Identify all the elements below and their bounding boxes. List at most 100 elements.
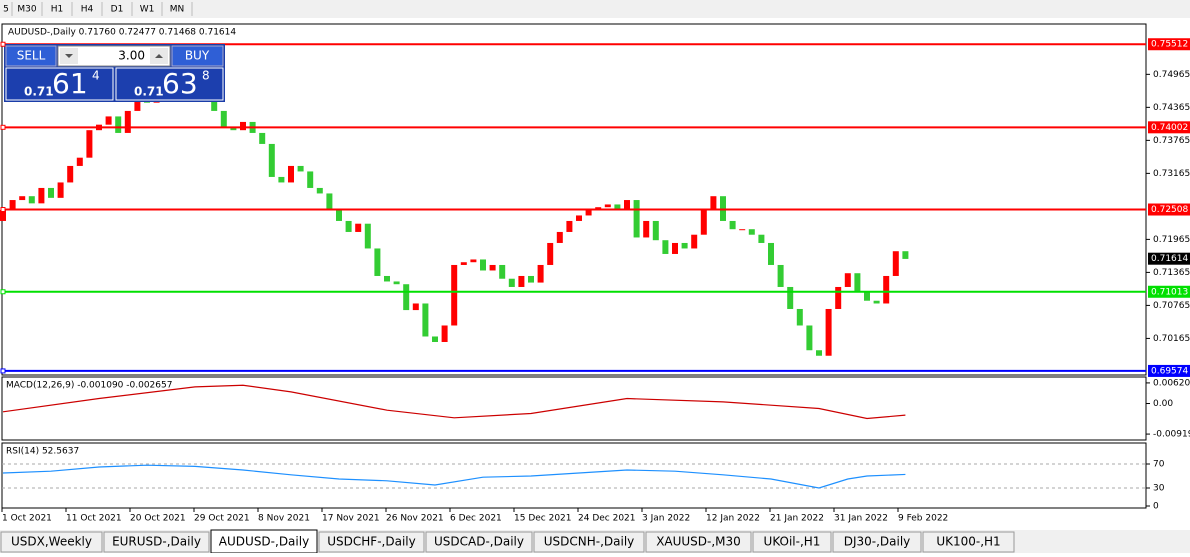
toolbar [0,0,1190,18]
tab-label[interactable]: UK100-,H1 [936,535,1000,549]
lot-input[interactable] [57,45,171,67]
level-marker [0,41,6,47]
level-marker [0,124,6,130]
candle [537,264,544,283]
tab[interactable] [318,531,425,553]
tab-label[interactable]: USDCNH-,Daily [544,535,635,549]
date-label: 24 Dec 2021 [578,514,636,524]
price-tick-label: 0.71965 [1153,235,1190,245]
candle [240,121,246,131]
candle [393,281,400,285]
level-marker [0,289,6,295]
timeframe-button[interactable]: W1 [140,5,155,15]
level-tag [1148,285,1190,298]
candle [278,176,285,183]
candle [412,303,419,311]
date-label: 29 Oct 2021 [194,514,250,524]
tab-label[interactable]: XAUUSD-,M30 [656,535,741,549]
tab-label[interactable]: UKOil-,H1 [764,535,821,549]
tab-label[interactable]: DJ30-,Daily [844,535,911,549]
candle [268,143,275,177]
current-price-tag [1148,252,1190,265]
tab-label[interactable]: AUDUSD-,Daily [219,535,309,549]
candle [124,110,131,133]
candle [518,275,525,287]
tab[interactable] [425,531,533,553]
candle [681,242,688,249]
candle [9,200,16,210]
tab[interactable] [752,531,832,553]
candle [480,259,486,271]
candle [576,215,582,221]
candle [758,234,765,243]
buy-label[interactable]: BUY [185,49,210,63]
tab-label[interactable]: USDCAD-,Daily [434,535,524,549]
date-label: 12 Jan 2022 [706,514,760,524]
tab-label[interactable]: USDX,Weekly [11,535,92,549]
sell-price-box[interactable] [5,67,114,101]
level-label: 0.69574 [1151,366,1188,376]
candle [547,242,554,265]
timeframe-button[interactable]: H4 [81,5,94,15]
buy-button[interactable] [171,45,224,67]
date-label: 17 Nov 2021 [322,514,380,524]
candle [326,193,333,210]
candle [768,242,774,265]
tab[interactable] [533,531,645,553]
candle [316,187,323,194]
chart-header: AUDUSD-,Daily 0.71760 0.72477 0.71468 0.… [8,28,236,38]
rsi-tick-label: 70 [1153,460,1165,470]
date-label: 8 Nov 2021 [258,514,310,524]
tab[interactable] [832,531,922,553]
price-tick-label: 0.74965 [1153,70,1190,80]
sell-big: 61 [52,67,88,100]
timeframe-button[interactable]: M30 [17,5,36,15]
candle [19,196,26,201]
date-label: 1 Oct 2021 [2,514,52,524]
tab-label[interactable]: EURUSD-,Daily [112,535,201,549]
trade-panel: SELL 3.00 BUY 0.71 61 4 0.71 63 8 [4,44,225,102]
price-tick-label: 0.71365 [1153,268,1190,278]
candle [748,229,755,235]
timeframe-button[interactable]: 5 [3,5,9,15]
tab-label[interactable]: USDCHF-,Daily [327,535,415,549]
candle [86,130,93,158]
candle [624,200,630,210]
rsi-tick-label: 30 [1153,484,1165,494]
buy-small: 8 [202,69,210,83]
date-label: 31 Jan 2022 [834,514,888,524]
timeframe-button[interactable]: D1 [111,5,124,15]
down-arrow [65,54,73,58]
macd-signal-line [2,384,906,420]
current-price-label: 0.71614 [1151,254,1188,264]
candle [470,259,477,263]
candle [220,110,227,128]
candle [825,308,832,356]
candle [297,165,304,172]
candle [489,264,496,271]
sell-label[interactable]: SELL [17,49,46,63]
candle [700,209,707,235]
sell-prefix: 0.71 [24,85,54,99]
date-label: 20 Oct 2021 [130,514,186,524]
tab[interactable] [0,531,103,553]
candle [739,229,746,231]
tab[interactable] [645,531,752,553]
candle [67,165,74,183]
tab[interactable] [922,531,1015,553]
timeframe-button[interactable]: H1 [51,5,64,15]
macd-tick-label: -0.009197 [1153,430,1190,440]
candle [28,196,35,204]
candle [604,204,611,208]
sell-button[interactable] [5,45,57,67]
tab[interactable] [103,531,210,553]
candle [76,157,83,166]
macd-label: MACD(12,26,9) -0.001090 -0.002657 [6,381,172,391]
candle [288,165,294,183]
candle [105,116,112,125]
buy-price-box[interactable] [115,67,224,101]
timeframe-button[interactable]: MN [170,5,185,15]
candle [662,240,669,254]
candle [835,286,842,309]
